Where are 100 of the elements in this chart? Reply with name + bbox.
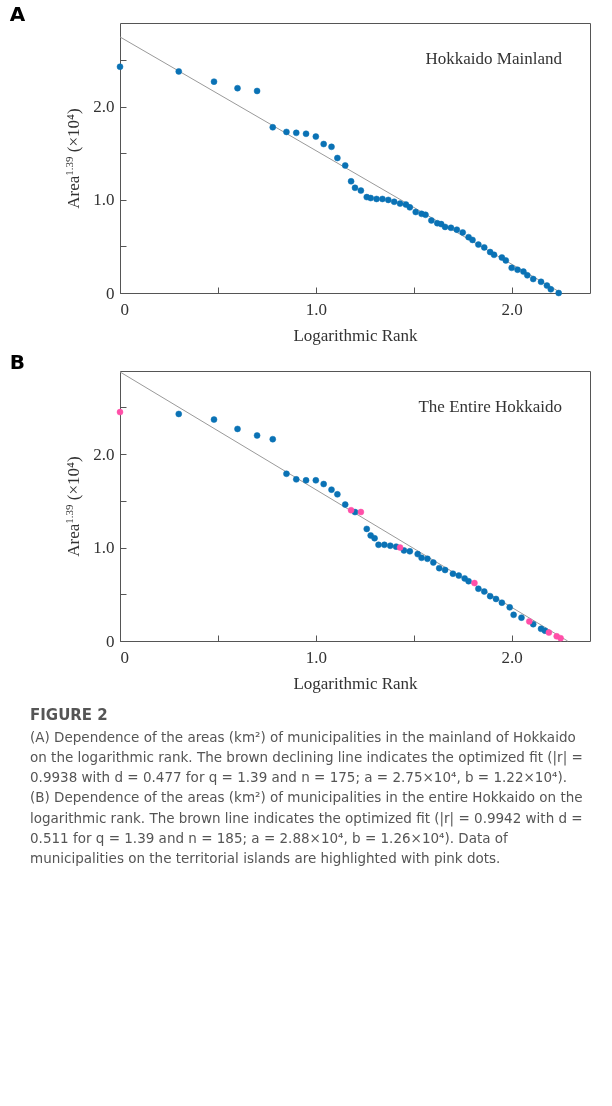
x-axis-title: Logarithmic Rank: [293, 673, 419, 693]
point: [475, 585, 482, 592]
point: [510, 611, 517, 619]
point: [486, 592, 494, 600]
point: [175, 68, 182, 75]
point: [471, 579, 478, 587]
point: [547, 286, 555, 293]
point: [524, 272, 531, 279]
point: [367, 194, 374, 202]
point: [312, 477, 320, 484]
x-tick-label: 0: [120, 647, 129, 667]
point: [293, 476, 300, 483]
point: [518, 614, 525, 621]
point: [396, 544, 404, 551]
point: [385, 196, 392, 204]
point: [508, 264, 515, 272]
x-tick-label: 0: [120, 299, 129, 319]
point: [341, 162, 349, 169]
point: [469, 236, 476, 244]
point: [481, 244, 488, 251]
x-tick-label: 2.0: [501, 299, 523, 319]
point: [406, 204, 414, 211]
point: [373, 195, 380, 203]
point: [320, 480, 327, 488]
text: (A) Dependence of the areas (km²) of municipalities in the mainland of Hokkaido on the logarithmic rank. The brown declining line indicates the optimized fit (|r| = 0.9938 with d = 0.477 for q = 1.39 and n = 175; a = 2.75×10⁴, b = 1.22×10⁴). (B) Dependence of the areas (km²) of municipalities in the entire Hokkaido on the logarithmic rank. The brown line indicates the optimized fit (|r| = 0.9942 with d = 0.511 for q = 1.39 and n = 185; a = 2.88×10⁴, b = 1.26×10⁴). Data of municipalities on the territorial islands are highlighted with pink dots.: [30, 727, 584, 868]
point: [453, 226, 461, 233]
point: [371, 534, 378, 542]
point: [387, 542, 394, 549]
point: [283, 128, 290, 136]
point: [210, 78, 218, 85]
point: [341, 501, 349, 508]
point: [379, 195, 386, 203]
point: [269, 435, 276, 443]
y-tick-label: 0: [106, 283, 115, 303]
x-tick-label: 1.0: [305, 299, 327, 319]
point: [428, 217, 435, 224]
point: [347, 506, 355, 514]
point: [520, 268, 527, 275]
point: [465, 577, 472, 585]
point: [475, 241, 482, 248]
point: [406, 548, 414, 555]
chart-title: B: [9, 350, 25, 374]
point: [418, 554, 425, 562]
point: [447, 224, 455, 232]
caption: FIGURE 2: [30, 705, 109, 726]
point: [357, 187, 365, 194]
point: [363, 525, 370, 533]
point: [555, 289, 562, 297]
point: [498, 599, 506, 606]
point: [302, 130, 310, 138]
point: [459, 229, 466, 236]
point: [396, 200, 404, 207]
point: [283, 470, 290, 478]
y-tick-label: 2.0: [93, 97, 115, 117]
y-tick-label: 1.0: [93, 190, 115, 210]
y-tick-label: 2.0: [93, 444, 115, 464]
point: [514, 266, 521, 273]
point: [334, 154, 341, 162]
point: [116, 408, 124, 416]
point: [116, 63, 124, 70]
point: [557, 634, 564, 642]
point: [381, 541, 388, 549]
point: [302, 477, 310, 484]
point: [430, 559, 437, 566]
point: [293, 129, 300, 137]
point: [357, 508, 365, 516]
x-tick-label: 1.0: [305, 647, 327, 667]
point: [320, 140, 327, 148]
x-axis-title: Logarithmic Rank: [293, 325, 419, 345]
point: [269, 124, 276, 131]
point: [328, 143, 335, 151]
point: [253, 432, 261, 439]
point: [529, 275, 537, 283]
point: [234, 84, 241, 92]
point: [334, 491, 341, 498]
point: [481, 588, 488, 595]
x-tick-label: 2.0: [501, 647, 523, 667]
point: [490, 251, 498, 259]
annotation: Hokkaido Mainland: [425, 49, 563, 68]
y-tick-label: 1.0: [93, 538, 115, 558]
chart-title: A: [9, 2, 26, 26]
point: [312, 133, 320, 140]
point: [545, 629, 553, 636]
point: [506, 604, 513, 611]
point: [351, 184, 359, 192]
y-tick-label: 0: [106, 631, 115, 651]
point: [455, 572, 463, 579]
point: [441, 223, 449, 231]
point: [441, 566, 449, 574]
point: [422, 211, 429, 219]
point: [328, 486, 335, 493]
point: [492, 595, 500, 603]
point: [412, 208, 419, 216]
point: [424, 555, 431, 563]
point: [234, 425, 241, 433]
point: [502, 257, 510, 264]
annotation: The Entire Hokkaido: [418, 397, 562, 416]
point: [526, 618, 533, 625]
point: [537, 278, 545, 286]
point: [175, 410, 182, 418]
